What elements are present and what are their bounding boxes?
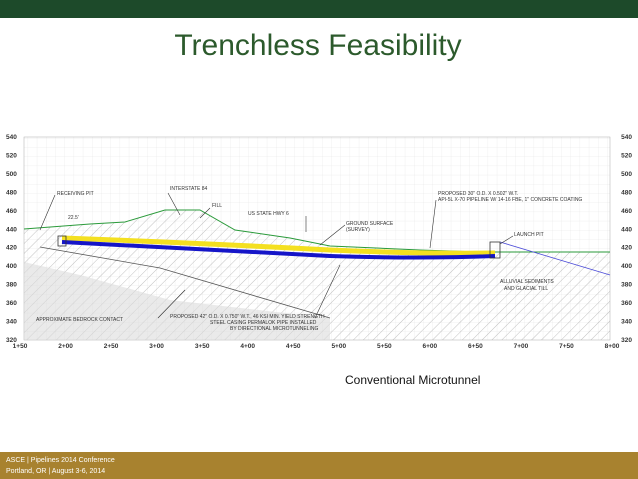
station-label: 4+50 — [286, 343, 301, 350]
elevation-label: 400 — [621, 263, 632, 270]
footer-line: ASCE | Pipelines 2014 Conference — [6, 457, 115, 464]
elevation-label: 420 — [621, 245, 632, 252]
elevation-label: 460 — [6, 208, 17, 215]
elevation-label: 420 — [6, 245, 17, 252]
station-label: 1+50 — [13, 343, 28, 350]
annotation: LAUNCH PIT — [514, 232, 544, 238]
elevation-label: 520 — [6, 152, 17, 159]
receiving-pit — [57, 235, 67, 247]
drawing: INTERSTATE 84 FILL US STATE HWY 6 GROUND… — [23, 136, 611, 341]
elevation-label: 460 — [621, 208, 632, 215]
annotation: FILL — [212, 203, 222, 209]
elevation-label: 500 — [6, 171, 17, 178]
annotation: 22.5' — [68, 215, 79, 221]
annotation: APPROXIMATE BEDROCK CONTACT — [36, 317, 123, 323]
casing — [61, 235, 496, 256]
station-label: 3+50 — [195, 343, 210, 350]
station-label: 5+50 — [377, 343, 392, 350]
annotation: INTERSTATE 84 — [170, 186, 208, 192]
elevation-label: 400 — [6, 263, 17, 270]
annotation: AND GLACIAL TILL — [504, 286, 548, 292]
station-label: 6+00 — [423, 343, 438, 350]
caption: Conventional Microtunnel — [345, 373, 480, 387]
elevation-label: 360 — [6, 300, 17, 307]
elevation-label: 540 — [6, 134, 17, 141]
bedrock-line — [39, 246, 331, 319]
elevation-label: 320 — [6, 337, 17, 344]
elevation-label: 360 — [621, 300, 632, 307]
station-label: 2+00 — [58, 343, 73, 350]
station-label: 8+00 — [605, 343, 620, 350]
annotation: STEEL CASING PERMALOK PIPE INSTALLED — [210, 320, 317, 326]
footer-line: Portland, OR | August 3-6, 2014 — [6, 468, 105, 475]
elevation-label: 440 — [6, 226, 17, 233]
station-label: 2+50 — [104, 343, 119, 350]
bedrock — [24, 262, 330, 340]
station-label: 4+00 — [240, 343, 255, 350]
annotation: GROUND SURFACE — [346, 221, 394, 227]
top-band — [0, 0, 638, 18]
station-label: 3+00 — [149, 343, 164, 350]
annotation: ALLUVIAL SEDIMENTS — [500, 279, 554, 285]
station-label: 7+00 — [514, 343, 529, 350]
annotation: PROPOSED 30" O.D. X 0.502" W.T. — [438, 191, 518, 197]
pipeline — [61, 240, 496, 260]
elevation-label: 520 — [621, 152, 632, 159]
annotation: PROPOSED 42" O.D. X 0.750" W.T., 46 KSI … — [170, 314, 325, 320]
annotation: API-5L X-70 PIPELINE W/ 14-16 FBE, 1" CO… — [438, 197, 582, 203]
title: Trenchless Feasibility — [174, 29, 461, 62]
annotation: (SURVEY) — [346, 227, 370, 233]
elevation-label: 480 — [6, 189, 17, 196]
annotation: US STATE HWY 6 — [248, 211, 289, 217]
launch-line — [499, 241, 611, 276]
elevation-label: 480 — [621, 189, 632, 196]
station-label: 7+50 — [559, 343, 574, 350]
elevation-label: 540 — [621, 134, 632, 141]
elevation-label: 500 — [621, 171, 632, 178]
elevation-label: 380 — [6, 282, 17, 289]
station-label: 5+00 — [331, 343, 346, 350]
elevation-label: 340 — [621, 319, 632, 326]
station-label: 6+50 — [468, 343, 483, 350]
elevation-label: 340 — [6, 319, 17, 326]
elevation-label: 320 — [621, 337, 632, 344]
leaders — [39, 192, 514, 319]
annotation: RECEIVING PIT — [57, 191, 94, 197]
elevation-label: 380 — [621, 282, 632, 289]
elevation-label: 440 — [621, 226, 632, 233]
annotation: BY DIRECTIONAL MICROTUNNELING — [230, 326, 318, 332]
footer-band — [0, 452, 638, 479]
launch-pit — [489, 241, 501, 259]
